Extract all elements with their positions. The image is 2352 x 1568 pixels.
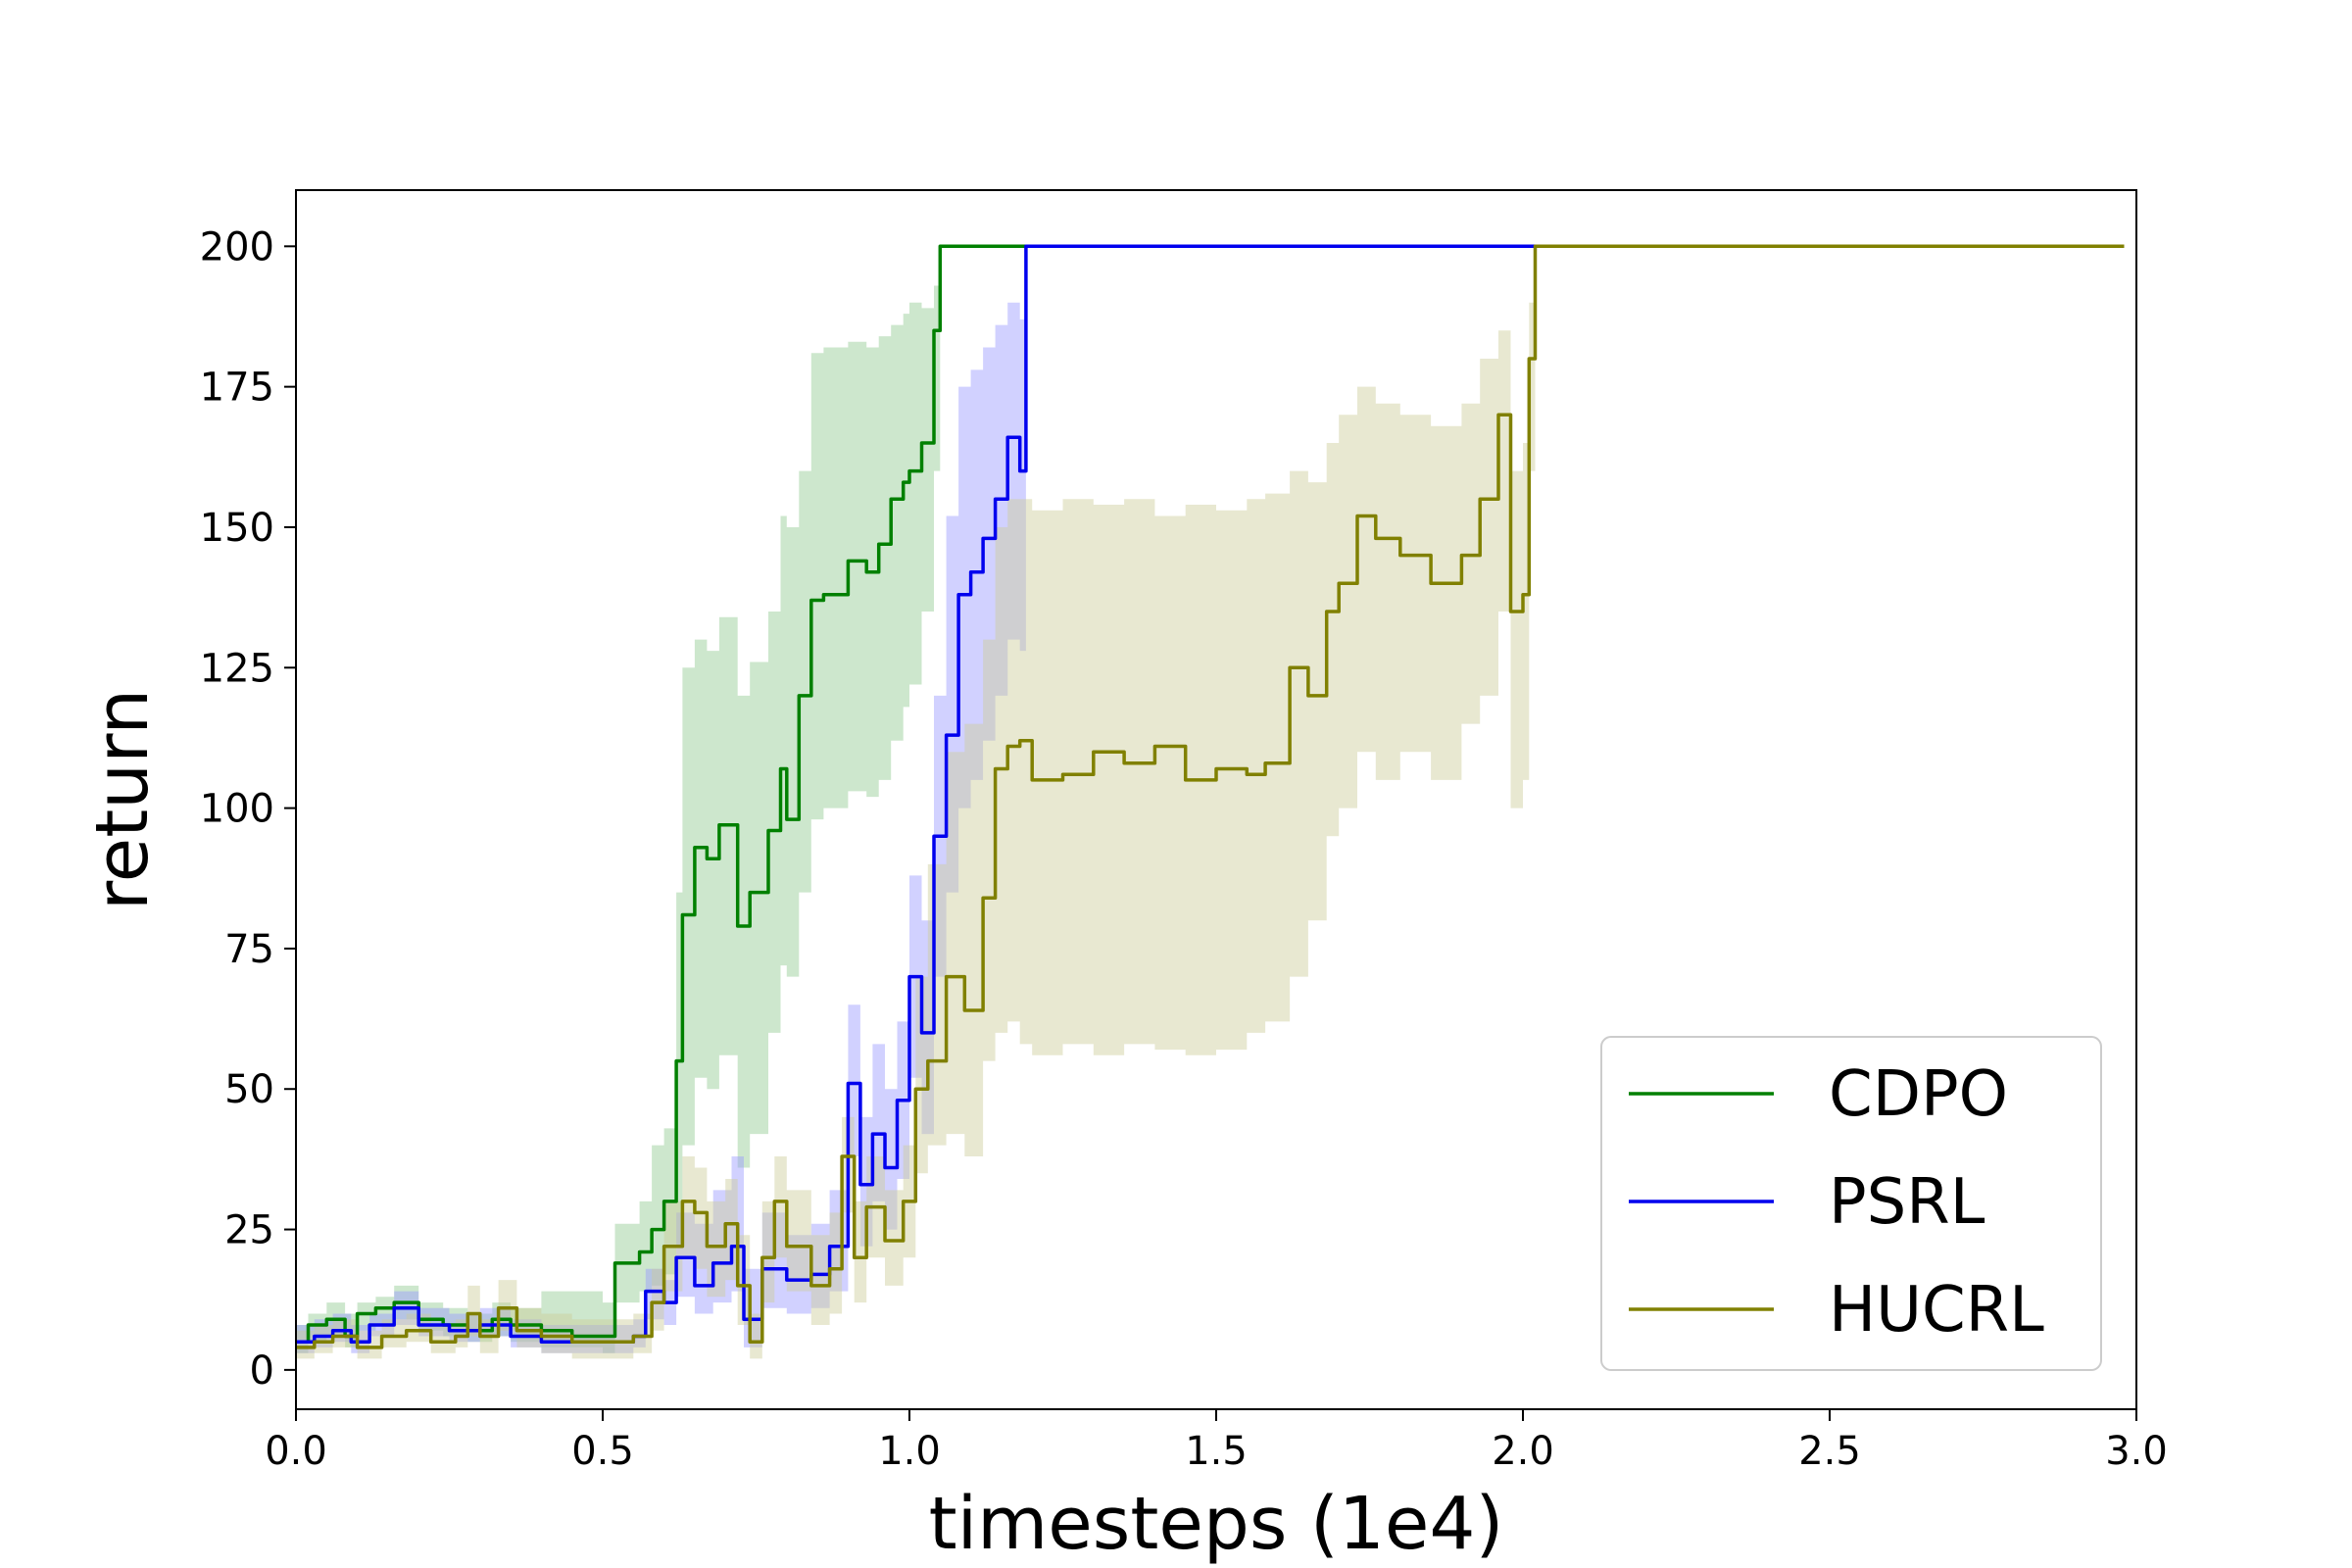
- legend-label-cdpo: CDPO: [1829, 1058, 2008, 1131]
- y-tick-label: 200: [200, 224, 274, 270]
- series-lines: [296, 244, 2125, 1349]
- y-tick-label: 175: [200, 366, 274, 411]
- y-tick-label: 150: [200, 506, 274, 551]
- x-tick-label: 2.0: [1492, 1429, 1554, 1474]
- legend-label-psrl: PSRL: [1829, 1166, 1985, 1239]
- y-tick-label: 25: [224, 1208, 274, 1253]
- legend-box: [1600, 1036, 2102, 1371]
- y-axis-ticks: 0 25 50 75 100 125 150 175 200: [200, 224, 296, 1394]
- band-cdpo: [296, 246, 2125, 1353]
- x-axis-label: timesteps (1e4): [929, 1482, 1504, 1566]
- band-hucrl: [296, 246, 2125, 1359]
- line-psrl: [296, 244, 2125, 1344]
- legend: CDPO PSRL HUCRL: [1600, 1036, 2102, 1371]
- y-axis-label: return: [80, 689, 165, 910]
- line-hucrl: [296, 244, 2125, 1349]
- y-tick-label: 125: [200, 646, 274, 691]
- x-tick-label: 1.5: [1185, 1429, 1248, 1474]
- x-tick-label: 2.5: [1798, 1429, 1861, 1474]
- legend-label-hucrl: HUCRL: [1829, 1274, 2044, 1347]
- y-tick-label: 0: [250, 1348, 274, 1394]
- x-tick-label: 3.0: [2105, 1429, 2168, 1474]
- x-axis-ticks: 0.0 0.5 1.0 1.5 2.0 2.5 3.0: [265, 1409, 2168, 1474]
- x-tick-label: 1.0: [878, 1429, 941, 1474]
- confidence-bands: [296, 246, 2125, 1359]
- x-tick-label: 0.5: [571, 1429, 634, 1474]
- y-tick-label: 100: [200, 787, 274, 832]
- x-tick-label: 0.0: [265, 1429, 327, 1474]
- y-tick-label: 50: [224, 1067, 274, 1112]
- y-tick-label: 75: [224, 927, 274, 972]
- line-cdpo: [296, 244, 2125, 1344]
